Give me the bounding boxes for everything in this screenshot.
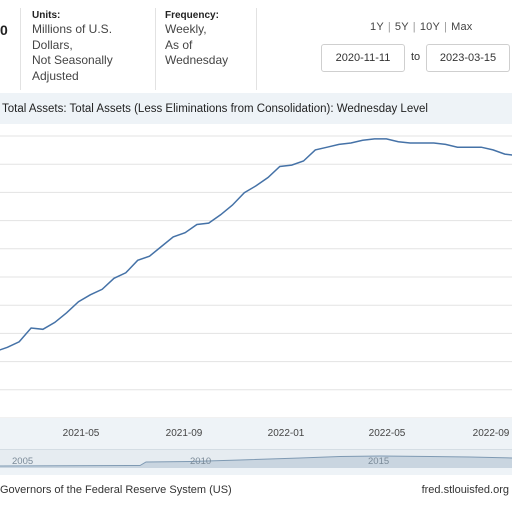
range-separator: | bbox=[444, 21, 448, 33]
navigator-year-label: 2015 bbox=[368, 456, 390, 467]
data-point[interactable] bbox=[503, 152, 507, 156]
frequency-line: Weekly, bbox=[165, 22, 207, 36]
start-date-input[interactable] bbox=[321, 44, 405, 72]
data-point[interactable] bbox=[100, 287, 104, 291]
series-line bbox=[0, 138, 512, 351]
navigator-year-label: 2005 bbox=[12, 456, 34, 467]
units-value: Millions of U.S. Dollars, Not Seasonally… bbox=[32, 22, 113, 84]
series-layer bbox=[0, 137, 512, 351]
frequency-label: Frequency: bbox=[165, 10, 219, 21]
navigator-year-label: 2010 bbox=[190, 456, 212, 467]
frequency-value: Weekly, As of Wednesday bbox=[165, 22, 228, 69]
data-point[interactable] bbox=[384, 137, 388, 141]
data-point[interactable] bbox=[302, 159, 306, 163]
data-point[interactable] bbox=[444, 142, 448, 146]
range-separator: | bbox=[387, 21, 391, 33]
data-point[interactable] bbox=[408, 141, 412, 145]
data-point[interactable] bbox=[65, 311, 69, 315]
range-navigator[interactable] bbox=[0, 449, 512, 468]
x-tick-label: 2021-05 bbox=[62, 428, 100, 439]
units-label: Units: bbox=[32, 10, 61, 21]
data-point[interactable] bbox=[337, 142, 341, 146]
frequency-line: Wednesday bbox=[165, 53, 229, 67]
data-point[interactable] bbox=[159, 245, 163, 249]
data-point[interactable] bbox=[41, 327, 45, 331]
data-point[interactable] bbox=[479, 145, 483, 149]
grid-lines bbox=[0, 135, 512, 419]
units-line: Dollars, bbox=[32, 37, 73, 52]
line-chart bbox=[0, 135, 512, 419]
chart-title: Total Assets: Total Assets (Less Elimina… bbox=[2, 103, 428, 115]
navigator-sparkline bbox=[0, 455, 512, 468]
data-point[interactable] bbox=[491, 148, 495, 152]
header-divider bbox=[20, 8, 21, 90]
data-point[interactable] bbox=[373, 137, 377, 141]
data-point[interactable] bbox=[456, 145, 460, 149]
data-point[interactable] bbox=[290, 163, 294, 167]
data-point[interactable] bbox=[148, 254, 152, 258]
data-point[interactable] bbox=[349, 141, 353, 145]
data-point[interactable] bbox=[278, 165, 282, 169]
to-label: to bbox=[411, 51, 421, 63]
frequency-line: As of bbox=[165, 37, 193, 52]
footer bbox=[0, 476, 512, 512]
data-point[interactable] bbox=[325, 145, 329, 149]
data-point[interactable] bbox=[230, 203, 234, 207]
data-point[interactable] bbox=[420, 141, 424, 145]
header-divider bbox=[256, 8, 257, 90]
data-point[interactable] bbox=[53, 320, 57, 324]
data-point[interactable] bbox=[467, 145, 471, 149]
data-point[interactable] bbox=[17, 340, 21, 344]
data-point[interactable] bbox=[183, 231, 187, 235]
range-1y-button[interactable]: 1Y bbox=[370, 21, 384, 33]
x-tick-label: 2022-01 bbox=[267, 428, 305, 439]
plot-area[interactable] bbox=[0, 124, 512, 419]
latest-value: 0 bbox=[0, 22, 8, 38]
data-point[interactable] bbox=[219, 213, 223, 217]
data-point[interactable] bbox=[361, 138, 365, 142]
data-point[interactable] bbox=[88, 293, 92, 297]
range-separator: | bbox=[412, 21, 416, 33]
data-point[interactable] bbox=[195, 223, 199, 227]
data-point[interactable] bbox=[77, 300, 81, 304]
data-point[interactable] bbox=[171, 235, 175, 239]
units-line: Millions of U.S. bbox=[32, 22, 113, 36]
data-point[interactable] bbox=[396, 140, 400, 144]
units-line: Adjusted bbox=[32, 68, 79, 83]
source-url-link[interactable]: fred.stlouisfed.org bbox=[421, 484, 509, 496]
source-text: Governors of the Federal Reserve System … bbox=[0, 484, 232, 496]
data-point[interactable] bbox=[112, 276, 116, 280]
units-line: Not Seasonally bbox=[32, 53, 113, 67]
data-point[interactable] bbox=[313, 148, 317, 152]
range-max-button[interactable]: Max bbox=[451, 21, 473, 33]
x-tick-label: 2021-09 bbox=[165, 428, 203, 439]
x-tick-label: 2022-05 bbox=[368, 428, 406, 439]
data-point[interactable] bbox=[242, 191, 246, 195]
data-point[interactable] bbox=[29, 326, 33, 330]
data-point[interactable] bbox=[136, 258, 140, 262]
data-point[interactable] bbox=[5, 345, 9, 349]
range-selector: 1Y | 5Y | 10Y | Max bbox=[370, 21, 472, 33]
data-point[interactable] bbox=[207, 221, 211, 225]
range-5y-button[interactable]: 5Y bbox=[394, 21, 409, 33]
x-axis bbox=[0, 418, 512, 448]
end-date-input[interactable] bbox=[426, 44, 510, 72]
data-point[interactable] bbox=[266, 176, 270, 180]
range-10y-button[interactable]: 10Y bbox=[419, 21, 441, 33]
data-point[interactable] bbox=[124, 271, 128, 275]
data-point[interactable] bbox=[254, 184, 258, 188]
header-divider bbox=[155, 8, 156, 90]
x-tick-label: 2022-09 bbox=[472, 428, 510, 439]
data-point[interactable] bbox=[432, 141, 436, 145]
